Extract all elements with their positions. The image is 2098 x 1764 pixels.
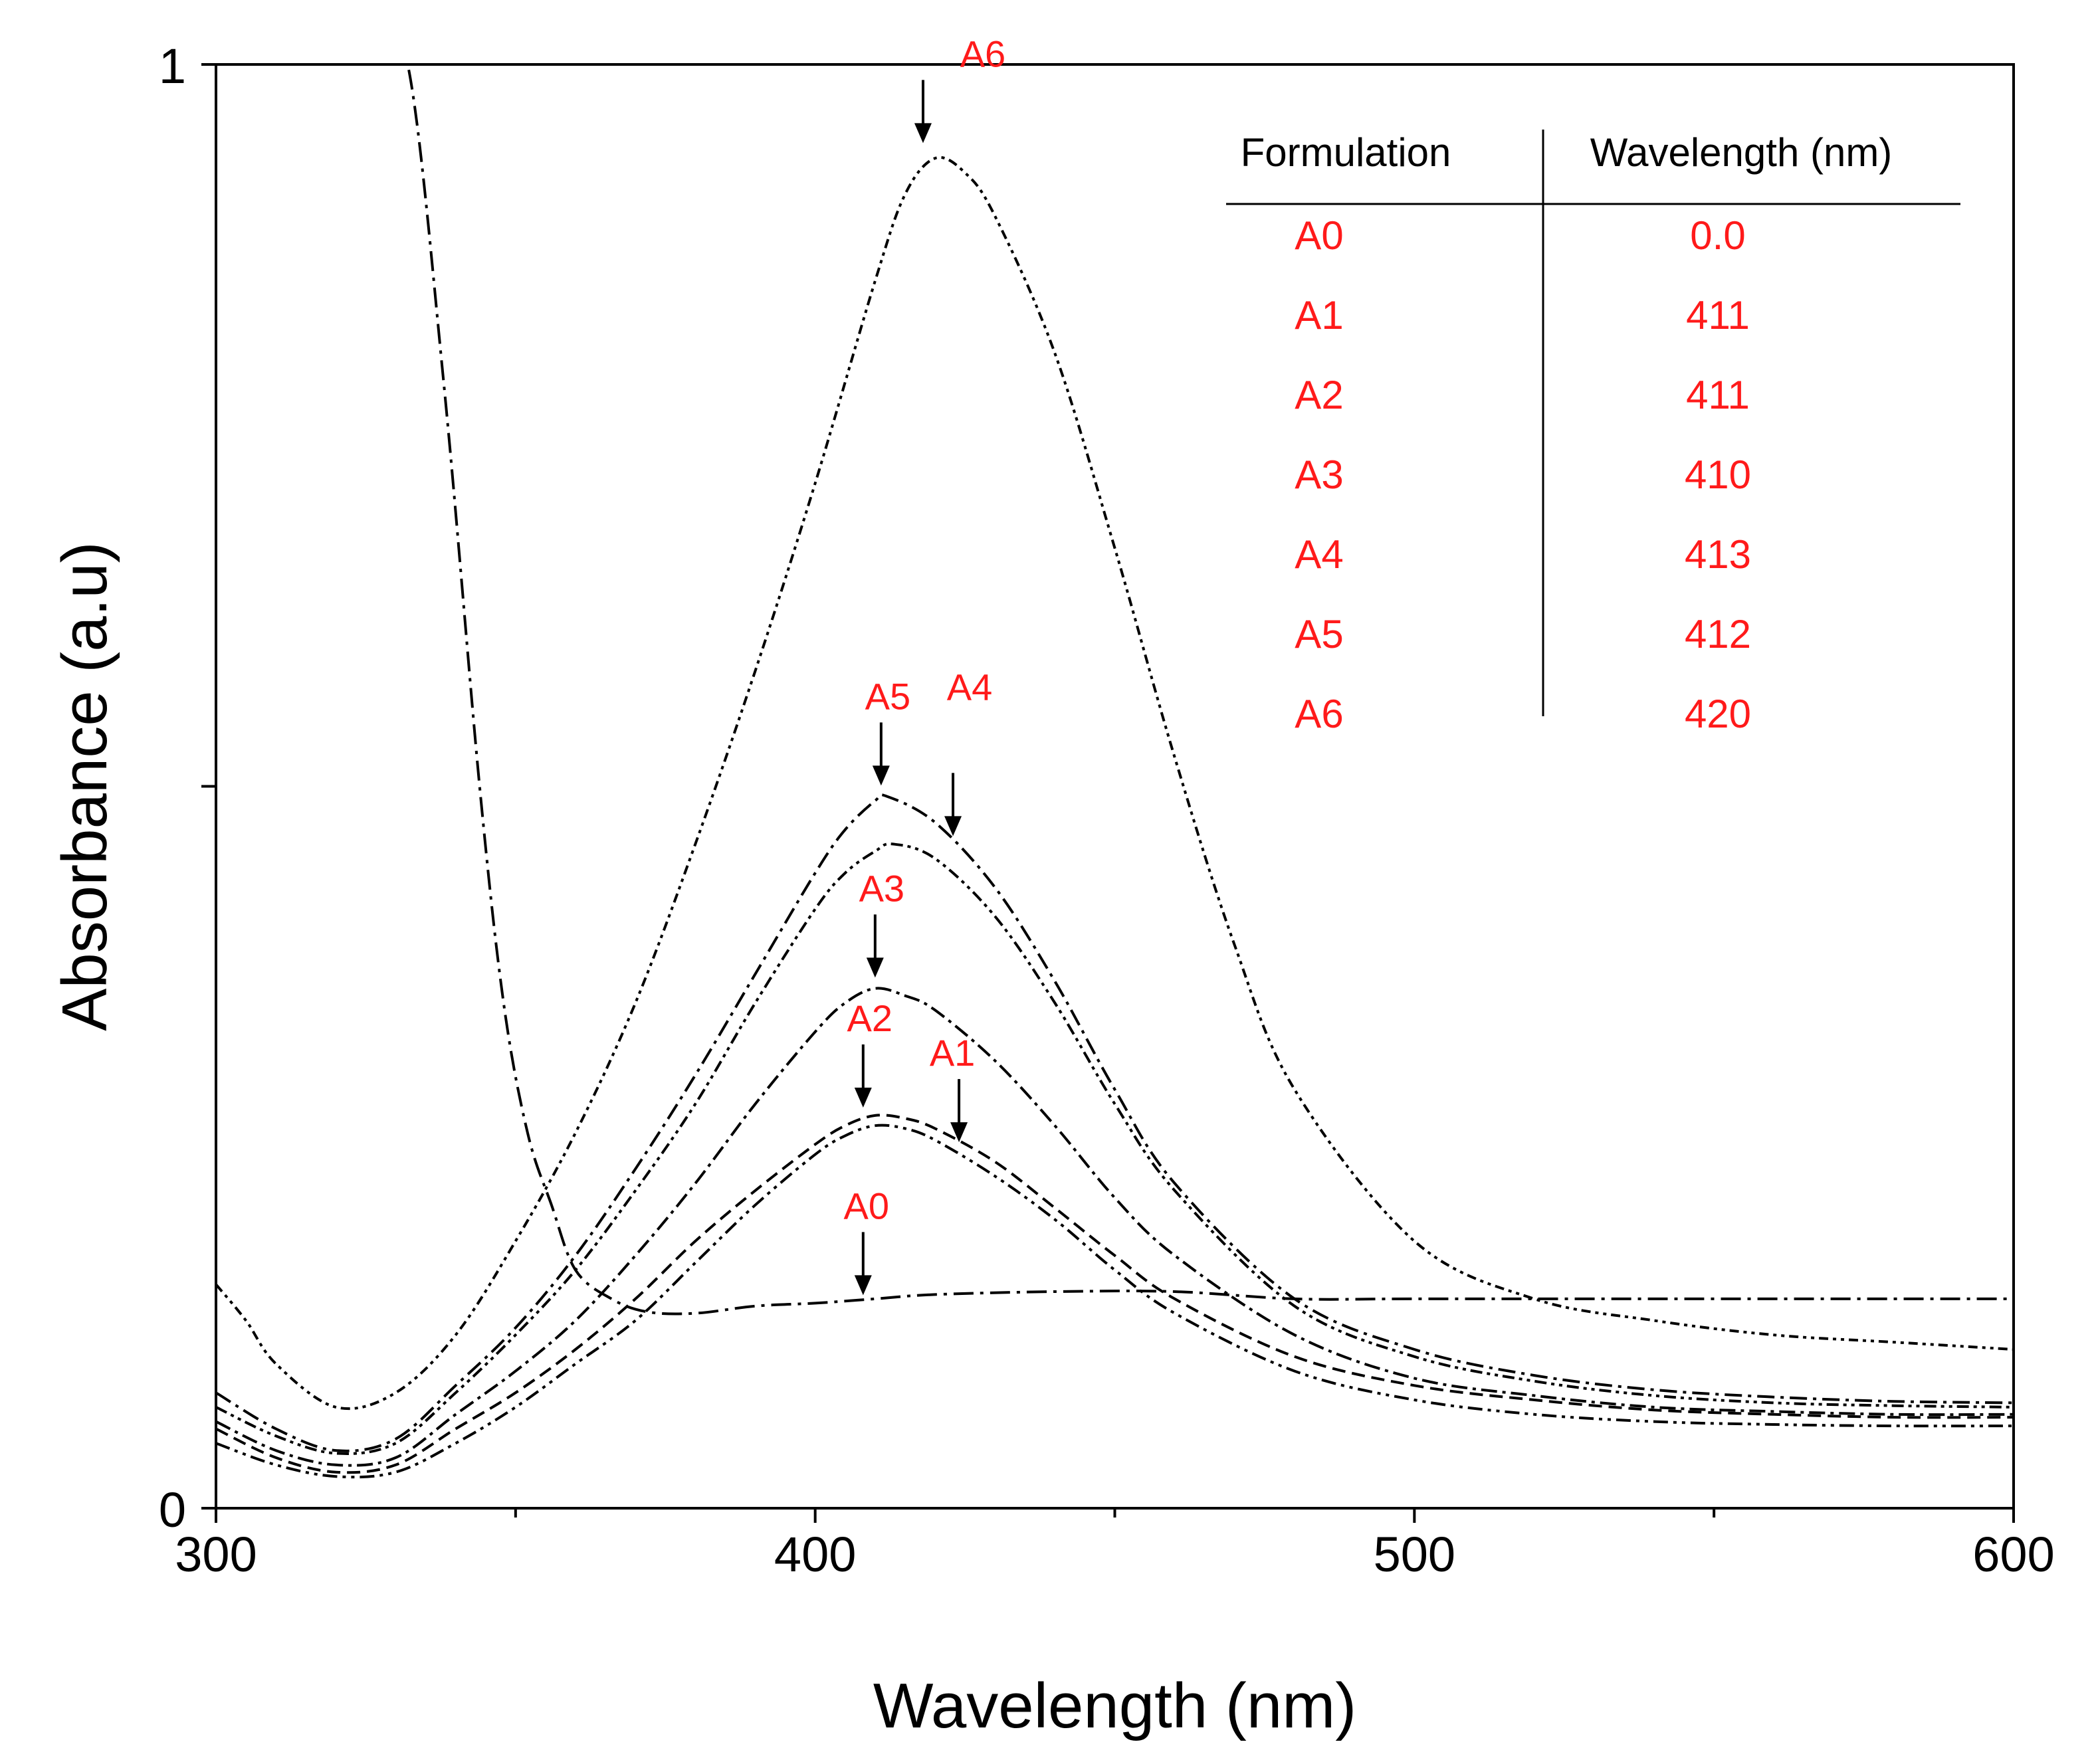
series-line-a0 (406, 64, 2014, 1316)
annotation-a6: A6 (914, 33, 1006, 144)
table-cell-formulation: A0 (1295, 213, 1343, 258)
table-cell-formulation: A6 (1295, 692, 1343, 736)
x-tick-label: 500 (1374, 1527, 1455, 1582)
table-cell-wavelength: 410 (1685, 452, 1751, 497)
series-line-a3 (216, 987, 2014, 1467)
annotation-a3: A3 (859, 867, 905, 978)
table-cell-formulation: A2 (1295, 373, 1343, 417)
series-line-a2 (216, 1114, 2014, 1474)
table-cell-formulation: A4 (1295, 532, 1343, 577)
table-cell-formulation: A3 (1295, 452, 1343, 497)
table-cell-wavelength: 413 (1685, 532, 1751, 577)
table-cell-formulation: A1 (1295, 293, 1343, 338)
axis-layer: 300 400 500 600 0 1 Wavelength (nm) Absorbance … (49, 39, 2055, 1741)
y-tick-label: 1 (159, 39, 186, 94)
table-row: A2 411 (1295, 373, 1750, 417)
x-tick-label: 300 (175, 1527, 257, 1582)
table-row: A3 410 (1295, 452, 1751, 497)
series-line-a4 (216, 842, 2014, 1455)
annotation-a0: A0 (844, 1185, 890, 1296)
annotation-label-a4: A4 (947, 666, 993, 708)
annotation-arrowhead-a6 (914, 123, 932, 144)
table-row: A4 413 (1295, 532, 1751, 577)
series-layer (216, 64, 2014, 1479)
inset-table: Formulation Wavelength (nm) A0 0.0 A1 411 A2 41… (1226, 130, 1960, 736)
annotation-arrowhead-a0 (854, 1275, 872, 1296)
annotation-arrowhead-a5 (872, 765, 890, 786)
annotation-arrowhead-a3 (866, 957, 884, 978)
table-cell-formulation: A5 (1295, 612, 1343, 656)
table-cell-wavelength: 412 (1685, 612, 1751, 656)
annotation-label-a5: A5 (865, 675, 911, 717)
table-header-wavelength: Wavelength (nm) (1590, 130, 1893, 175)
table-cell-wavelength: 420 (1685, 692, 1751, 736)
annotation-a4: A4 (944, 666, 992, 836)
x-axis-title: Wavelength (nm) (873, 1670, 1356, 1741)
y-tick-label: 0 (159, 1482, 186, 1537)
x-tick-label: 400 (774, 1527, 856, 1582)
table-cell-wavelength: 0.0 (1690, 213, 1745, 258)
table-row: A1 411 (1295, 293, 1750, 338)
x-tick-label: 600 (1972, 1527, 2054, 1582)
series-line-a1 (216, 1124, 2014, 1479)
series-line-a5 (216, 793, 2014, 1452)
table-cell-wavelength: 411 (1686, 373, 1750, 417)
table-row: A5 412 (1295, 612, 1751, 656)
table-row: A0 0.0 (1295, 213, 1745, 258)
annotation-layer: A6 A5 A4 A3 A2 A1 A0 (844, 33, 1006, 1296)
annotation-label-a0: A0 (844, 1185, 890, 1226)
annotation-label-a2: A2 (847, 997, 893, 1039)
annotation-arrowhead-a2 (854, 1087, 872, 1108)
table-header-formulation: Formulation (1241, 130, 1451, 175)
y-axis-title: Absorbance (a.u) (49, 541, 120, 1030)
annotation-a2: A2 (847, 997, 893, 1108)
annotation-a1: A1 (930, 1032, 976, 1143)
annotation-arrowhead-a1 (950, 1122, 968, 1143)
annotation-arrowhead-a4 (944, 816, 962, 836)
annotation-label-a1: A1 (930, 1032, 976, 1074)
table-cell-wavelength: 411 (1686, 293, 1750, 338)
annotation-label-a6: A6 (960, 33, 1006, 74)
table-row: A6 420 (1295, 692, 1751, 736)
annotation-a5: A5 (865, 675, 911, 786)
annotation-label-a3: A3 (859, 867, 905, 909)
series-line-a6 (216, 155, 2014, 1411)
